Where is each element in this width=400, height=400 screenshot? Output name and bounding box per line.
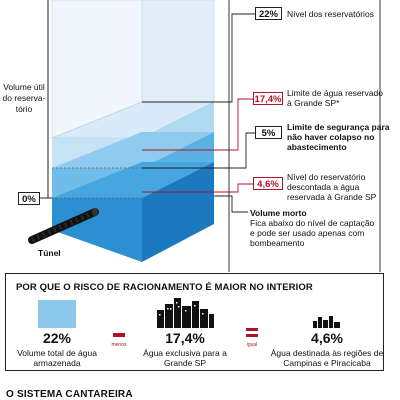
level-text-descontada: Nível do reservatório descontada a água … [287,172,377,202]
stat-grande-sp-caption: Água exclusiva para a Grande SP [143,348,227,368]
equals-operator-word: igual [246,342,258,348]
risk-panel [5,273,384,371]
small-city-skyline-icon [313,316,340,328]
equals-operator-icon-top [246,328,258,331]
footer-section-title: O SISTEMA CANTAREIRA [6,389,133,400]
zero-percent-badge: 0% [18,192,40,205]
dead-volume-note: Volume morto Fica abaixo do nível de cap… [250,208,380,248]
stat-grande-sp-value: 17,4% [165,330,205,346]
stat-total-caption: Volume total de água armazenada [17,348,97,368]
stat-total-value: 22% [42,330,72,346]
dead-volume-text: Fica abaixo do nível de captação e pode … [250,218,375,248]
risk-panel-title: POR QUE O RISCO DE RACIONAMENTO É MAIOR … [16,282,313,293]
level-value-grande-sp: 17,4% [253,92,283,105]
water-square-icon [38,300,76,328]
big-city-skyline-icon [157,298,214,328]
minus-operator-icon [113,333,125,337]
equals-operator-icon-bottom [246,334,258,337]
minus-operator-word: menos [111,342,127,348]
level-dashes [52,167,142,199]
reservoir-mid-surface [52,132,214,168]
stat-interior-value: 4,6% [311,330,343,346]
dead-volume-title: Volume morto [250,208,307,218]
level-text-reservatorios: Nível dos reservatórios [287,9,374,19]
level-value-descontada: 4,6% [253,177,283,190]
level-text-seguranca: Limite de segurança para não haver colap… [287,122,390,152]
level-value-reservatorios: 22% [255,7,282,20]
leader-lines [40,13,255,213]
level-text-grande-sp: Limite de água reservado à Grande SP* [287,88,383,108]
tunnel-pipe [28,208,99,244]
stat-interior-caption: Água destinada às regiões de Campinas e … [270,348,384,368]
level-value-seguranca: 5% [255,126,282,139]
volume-util-label: Volume útil do reserva-tório [2,82,46,114]
dead-volume-surface [52,162,214,198]
dead-volume-block [52,162,214,262]
tunnel-label: Túnel [38,248,61,258]
